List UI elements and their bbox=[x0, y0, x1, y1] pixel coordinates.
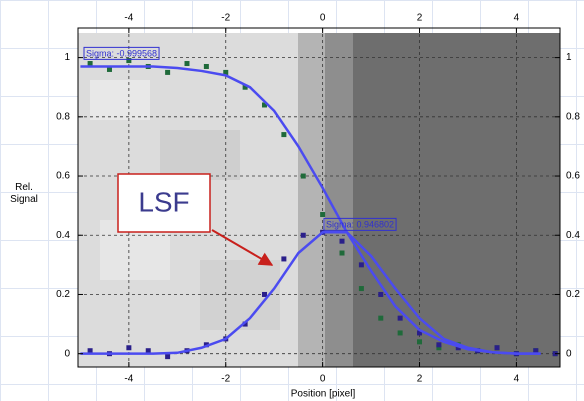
data-point bbox=[320, 212, 325, 217]
y2-tick-label: 0.8 bbox=[566, 111, 580, 122]
x-tick-label: -2 bbox=[221, 374, 230, 385]
page: Rel. Signal LSF Sigma: -0.999568 Sigma: … bbox=[0, 0, 584, 401]
y2-tick-label: 1 bbox=[566, 52, 572, 63]
y-tick-label: 0.2 bbox=[56, 289, 70, 300]
x-tick-label-top: 2 bbox=[417, 13, 423, 24]
x-tick-label-top: -2 bbox=[221, 13, 230, 24]
data-point bbox=[301, 233, 306, 238]
y-tick-label: 0.8 bbox=[56, 111, 70, 122]
x-tick-label: 2 bbox=[417, 374, 423, 385]
data-point bbox=[378, 292, 383, 297]
y2-tick-label: 0.4 bbox=[566, 230, 580, 241]
data-point bbox=[126, 345, 131, 350]
data-point bbox=[359, 262, 364, 267]
data-point bbox=[301, 174, 306, 179]
y-tick-label: 0.4 bbox=[56, 230, 70, 241]
data-point bbox=[340, 239, 345, 244]
data-point bbox=[398, 330, 403, 335]
y-tick-label: 0.6 bbox=[56, 171, 70, 182]
data-point bbox=[378, 316, 383, 321]
data-point bbox=[359, 286, 364, 291]
y2-tick-label: 0.6 bbox=[566, 171, 580, 182]
x-tick-label: 0 bbox=[320, 374, 326, 385]
y-tick-label: 1 bbox=[64, 52, 70, 63]
chart: LSF Sigma: -0.999568 Sigma: 0.946802 Pos… bbox=[0, 0, 584, 401]
data-point bbox=[126, 58, 131, 63]
data-point bbox=[262, 292, 267, 297]
data-point bbox=[204, 64, 209, 69]
data-point bbox=[495, 345, 500, 350]
data-point bbox=[165, 354, 170, 359]
y-tick-label: 0 bbox=[64, 348, 70, 359]
callout-label: LSF bbox=[138, 186, 189, 217]
data-point bbox=[398, 316, 403, 321]
x-tick-label-top: -4 bbox=[124, 13, 133, 24]
annotation: Sigma: -0.999568 bbox=[86, 48, 157, 58]
data-point bbox=[184, 61, 189, 66]
data-point bbox=[281, 256, 286, 261]
data-point bbox=[165, 70, 170, 75]
data-point bbox=[340, 251, 345, 256]
data-point bbox=[417, 339, 422, 344]
x-axis-label: Position [pixel] bbox=[291, 389, 356, 400]
annotation: Sigma: 0.946802 bbox=[326, 219, 394, 229]
x-tick-label: 4 bbox=[514, 374, 520, 385]
data-point bbox=[281, 132, 286, 137]
data-point bbox=[436, 342, 441, 347]
y2-tick-label: 0.2 bbox=[566, 289, 580, 300]
x-tick-label-top: 0 bbox=[320, 13, 326, 24]
x-tick-label-top: 4 bbox=[514, 13, 520, 24]
x-tick-label: -4 bbox=[124, 374, 133, 385]
y2-tick-label: 0 bbox=[566, 348, 572, 359]
